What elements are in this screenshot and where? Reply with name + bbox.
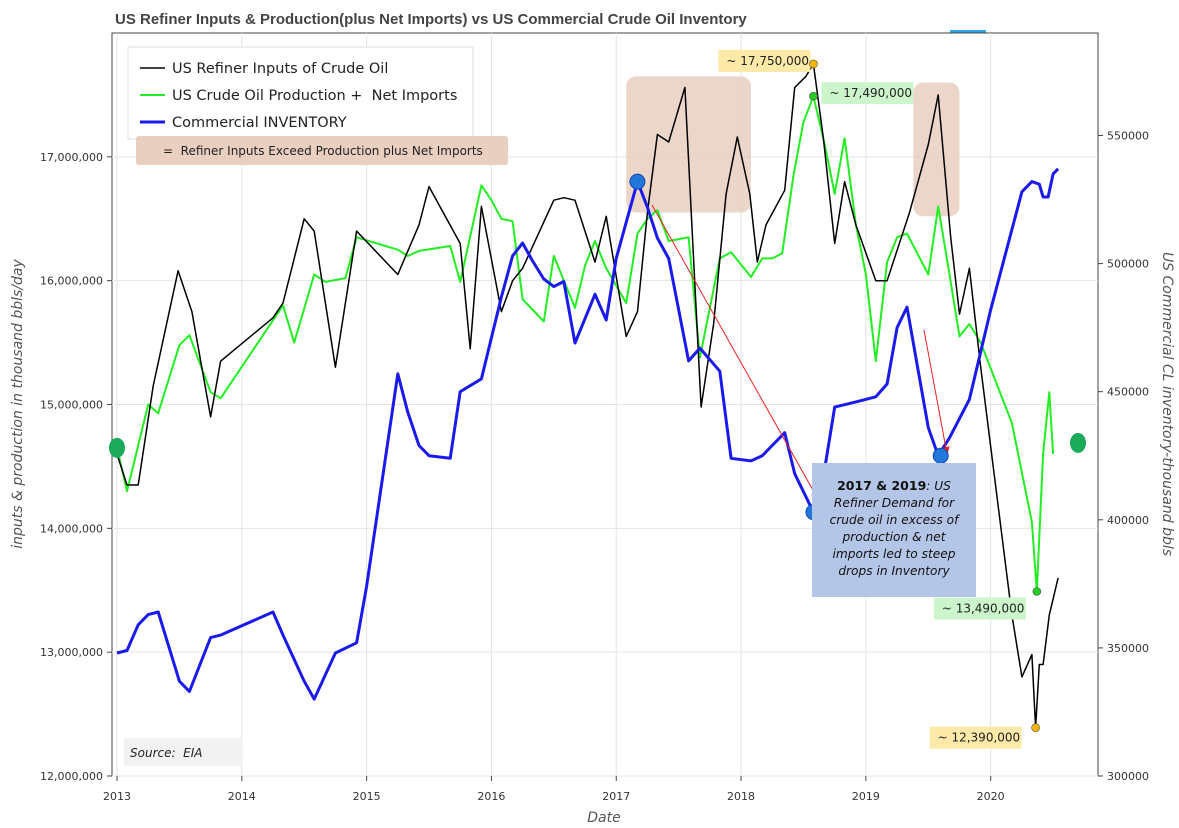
legend-box (127, 46, 474, 140)
annotation-box-2 (933, 597, 1026, 620)
y2tick-label-1: 350000 (1107, 642, 1149, 655)
y2tick-label-4: 500000 (1107, 258, 1149, 271)
shade-legend-label: = Refiner Inputs Exceed Production plus … (163, 144, 483, 158)
end-marker-1 (1070, 432, 1087, 453)
ytick-label-1: 13,000,000 (40, 646, 103, 659)
ytick-label-3: 15,000,000 (40, 399, 103, 412)
annotation-marker-2 (1032, 587, 1042, 596)
trend-arrow-2017 (651, 204, 819, 500)
xtick-label-2014: 2014 (228, 790, 256, 803)
ytick-label-5: 17,000,000 (40, 151, 103, 164)
series-line-2 (116, 167, 1060, 701)
y-axis-label: inputs & production in thousand bbls/day (10, 258, 26, 548)
xtick-label-2013: 2013 (103, 790, 131, 803)
trend-arrow-2019 (923, 329, 950, 455)
axis-ticks: 2013 2014 2015 2016 2017 2018 2019 2020 12,000,0… (40, 129, 1149, 803)
trend-arrows (651, 204, 950, 500)
y2-axis-label: US Commercial CL inventory-thousand bbls (1159, 252, 1175, 556)
source-box (124, 738, 242, 766)
shaded-regions (626, 76, 960, 217)
y2tick-label-0: 300000 (1107, 770, 1149, 783)
legend: US Refiner Inputs of Crude Oil US Crude … (127, 46, 474, 140)
xtick-label-2018: 2018 (727, 790, 755, 803)
source-label: Source: EIA (130, 746, 202, 760)
xtick-label-2017: 2017 (602, 790, 630, 803)
x-axis-label: Date (587, 810, 620, 826)
annotation-marker-0 (809, 59, 818, 69)
annotation-marker-3 (1031, 723, 1040, 733)
y2tick-label-2: 400000 (1107, 514, 1149, 527)
annotation-box-1 (821, 82, 914, 105)
y2tick-label-5: 550000 (1107, 129, 1149, 142)
annotation-label-2: ~ 13,490,000 (942, 601, 1025, 615)
ytick-label-4: 16,000,000 (40, 275, 103, 288)
value-annotations: ~ 17,750,000 ~ 17,490,000 ~ 13,490,000 ~ 12… (718, 49, 1042, 749)
ytick-label-2: 14,000,000 (40, 522, 103, 535)
xtick-label-2016: 2016 (477, 790, 505, 803)
callout-box: 2017 & 2019: US Refiner Demand for crude… (812, 463, 976, 597)
legend-label-production: US Crude Oil Production + Net Imports (172, 88, 457, 104)
legend-label-inventory: Commercial INVENTORY (172, 115, 347, 131)
series-lines (116, 63, 1060, 729)
inventory-low-marker-2 (932, 447, 949, 464)
annotation-box-3 (929, 726, 1022, 749)
shaded-region-1 (913, 82, 960, 217)
y2tick-label-3: 450000 (1107, 386, 1149, 399)
annotation-box-0 (718, 49, 811, 72)
title-accent (950, 30, 986, 33)
series-line-0 (116, 63, 1059, 729)
annotation-marker-1 (809, 91, 818, 101)
annotation-label-3: ~ 12,390,000 (938, 731, 1021, 745)
inventory-low-marker-0 (629, 173, 646, 190)
legend-label-refiner: US Refiner Inputs of Crude Oil (172, 61, 388, 77)
annotation-label-0: ~ 17,750,000 (726, 54, 809, 68)
shaded-region-0 (626, 76, 752, 213)
shade-legend-box (136, 136, 508, 165)
callout-bold: 2017 & 2019 (837, 478, 927, 493)
series-line-1 (116, 95, 1055, 593)
end-marker-0 (108, 437, 125, 458)
ytick-label-0: 12,000,000 (40, 770, 103, 783)
xtick-label-2019: 2019 (852, 790, 880, 803)
xtick-label-2020: 2020 (977, 790, 1005, 803)
chart-title: US Refiner Inputs & Production(plus Net … (115, 11, 747, 28)
callout-text: : US Refiner Demand for crude oil in exc… (829, 479, 959, 578)
annotation-label-1: ~ 17,490,000 (829, 86, 912, 100)
xtick-label-2015: 2015 (353, 790, 381, 803)
